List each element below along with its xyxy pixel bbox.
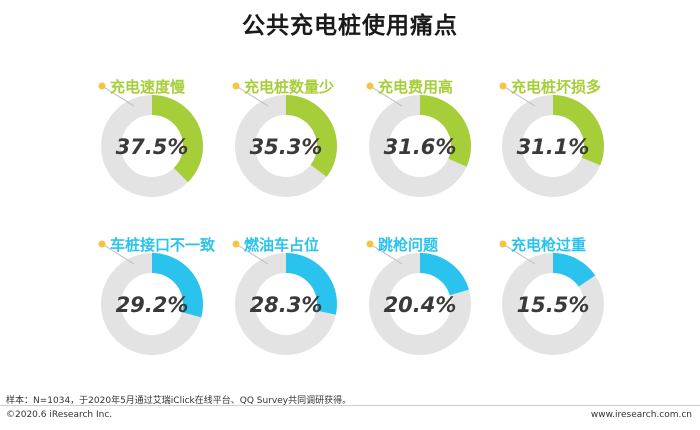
donut-item: 31.1% 充电桩坏损多 [499, 78, 604, 197]
donut-slice [502, 95, 604, 197]
category-label: 燃油车占位 [244, 236, 319, 254]
callout-line [502, 85, 536, 107]
donut-item: 28.3% 燃油车占位 [232, 236, 337, 355]
website-url: www.iresearch.com.cn [590, 410, 692, 420]
category-label: 充电费用高 [378, 78, 453, 96]
callout-dot [499, 240, 507, 248]
donut-item: 37.5% 充电速度慢 [98, 78, 203, 197]
donut-slice [101, 95, 203, 197]
callout-line [235, 243, 269, 265]
callout-dot [232, 82, 240, 90]
donut-slice [235, 95, 337, 197]
value-label: 37.5% [116, 135, 189, 159]
value-label: 28.3% [250, 293, 323, 317]
value-label: 31.6% [384, 135, 457, 159]
category-label: 充电桩数量少 [244, 78, 334, 96]
category-label: 跳枪问题 [378, 236, 439, 254]
page-title: 公共充电桩使用痛点 [242, 13, 458, 39]
value-label: 15.5% [517, 293, 590, 317]
value-label: 35.3% [250, 135, 323, 159]
callout-dot [499, 82, 507, 90]
donut-slice [369, 95, 471, 197]
sample-note: 样本：N=1034，于2020年5月通过艾瑞iClick在线平台、QQ Surv… [6, 396, 352, 406]
donut-item: 29.2% 车桩接口不一致 [98, 236, 216, 355]
copyright-text: ©2020.6 iResearch Inc. [6, 410, 113, 420]
donut-slice [369, 253, 471, 355]
value-label: 31.1% [517, 135, 590, 159]
callout-dot [98, 82, 106, 90]
donut-item: 20.4% 跳枪问题 [366, 236, 471, 355]
value-label: 20.4% [384, 293, 457, 317]
donut-item: 35.3% 充电桩数量少 [232, 78, 337, 197]
callout-line [369, 85, 403, 107]
callout-dot [366, 240, 374, 248]
callout-dot [98, 240, 106, 248]
callout-line [101, 85, 135, 107]
donut-item: 15.5% 充电枪过重 [499, 236, 604, 355]
category-label: 充电桩坏损多 [511, 78, 601, 96]
donut-chart-grid: 37.5% 充电速度慢 35.3% 充电桩数量少 31.6% 充电费用高 31.1% 充电桩坏… [98, 78, 604, 355]
category-label: 充电枪过重 [511, 236, 586, 254]
donut-slice [502, 253, 604, 355]
category-label: 充电速度慢 [110, 78, 186, 96]
footer-divider [0, 405, 700, 406]
category-label: 车桩接口不一致 [110, 236, 216, 254]
callout-line [235, 85, 269, 107]
donut-item: 31.6% 充电费用高 [366, 78, 471, 197]
value-label: 29.2% [116, 293, 189, 317]
callout-line [101, 243, 135, 265]
donut-slice [235, 253, 337, 355]
donut-slice [101, 253, 203, 355]
callout-line [502, 243, 536, 265]
callout-dot [232, 240, 240, 248]
callout-line [369, 243, 403, 265]
callout-dot [366, 82, 374, 90]
